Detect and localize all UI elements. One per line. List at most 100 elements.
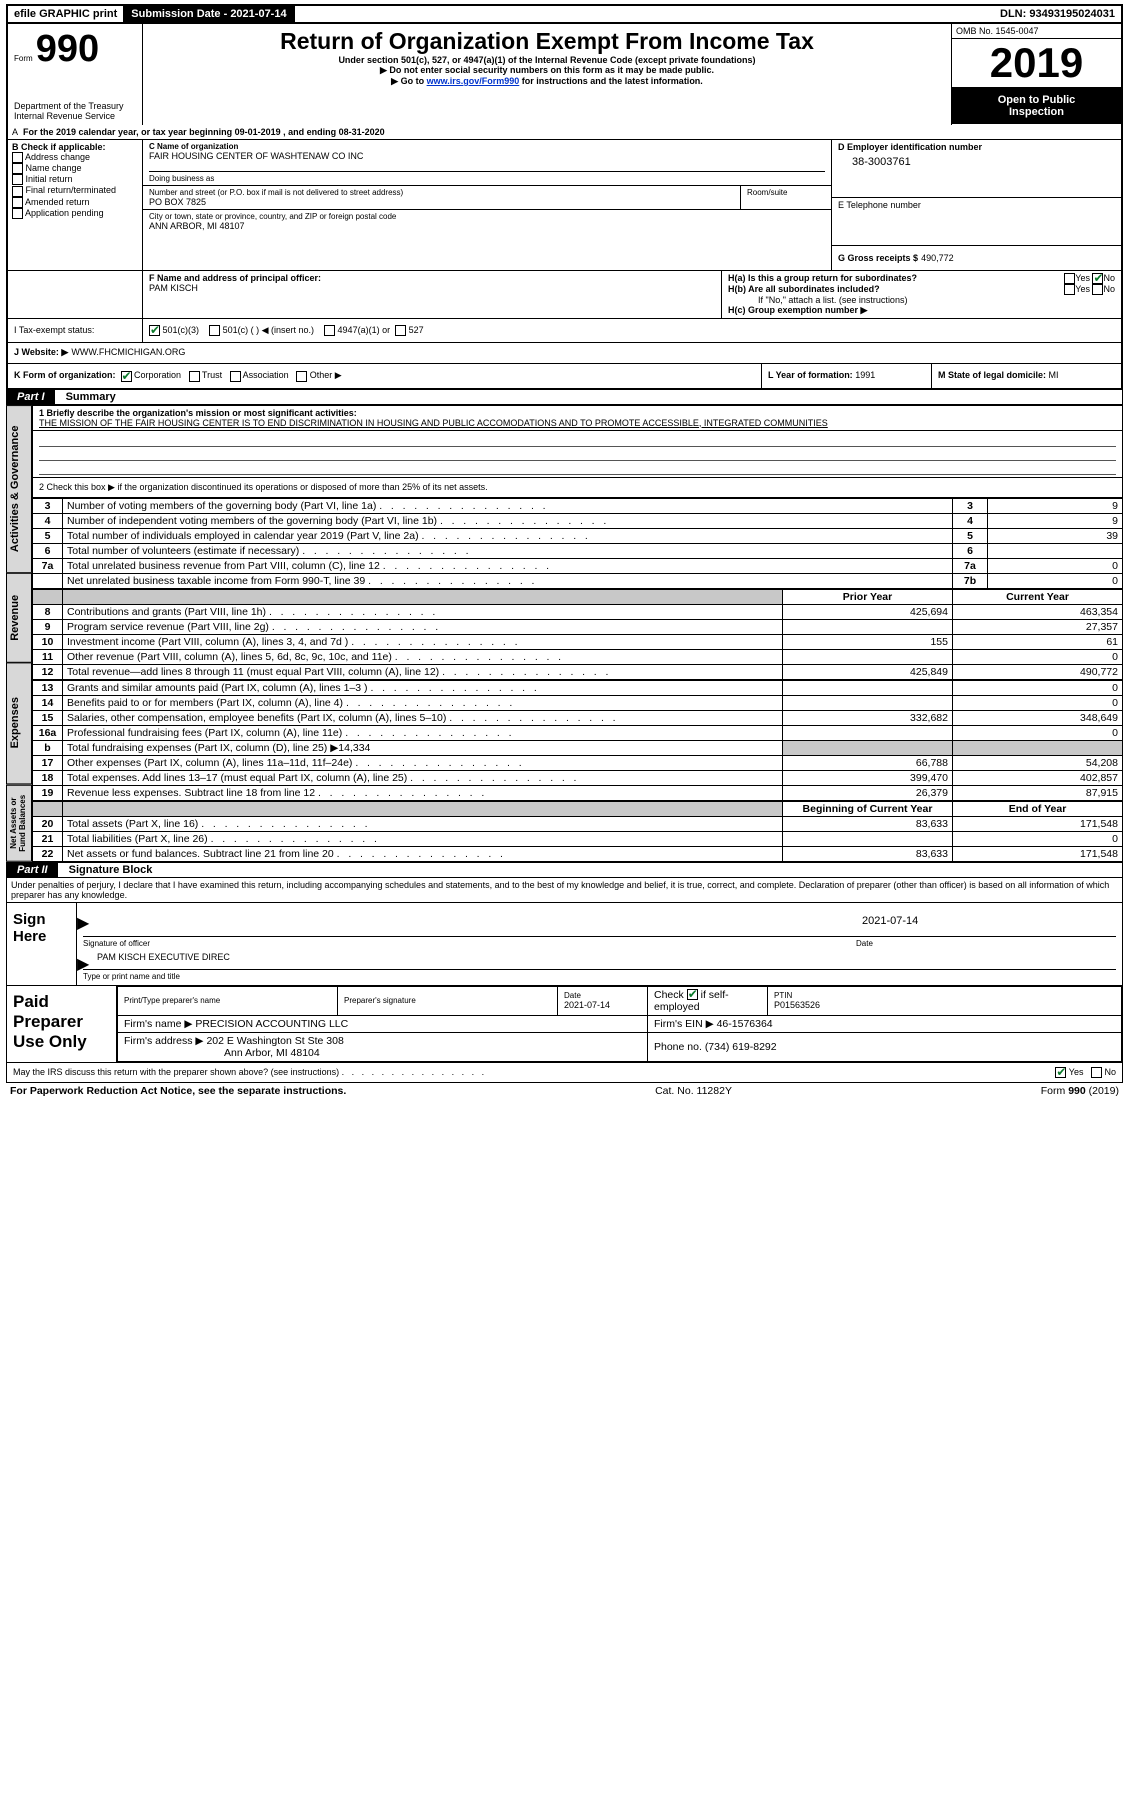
- box-h: H(a) Is this a group return for subordin…: [721, 271, 1121, 318]
- open-inspect-1: Open to Public: [998, 94, 1076, 106]
- website-label: J Website: ▶: [14, 347, 68, 359]
- footer-cat: Cat. No. 11282Y: [655, 1085, 732, 1097]
- firm-phone-label: Phone no.: [654, 1041, 702, 1053]
- sign-here-block: Sign Here ▶ Signature of officer 2021-07…: [6, 902, 1123, 986]
- dept-treasury: Department of the Treasury: [14, 101, 136, 111]
- col-prior: Prior Year: [783, 589, 953, 604]
- sig-date-value: 2021-07-14: [862, 915, 918, 927]
- check-amended-return[interactable]: Amended return: [12, 197, 138, 208]
- hb-yes[interactable]: [1064, 284, 1075, 295]
- ein-label: D Employer identification number: [838, 142, 1115, 152]
- officer-name: PAM KISCH: [149, 283, 715, 293]
- hb-no[interactable]: [1092, 284, 1103, 295]
- prep-row-3: Firm's address ▶ 202 E Washington St Ste…: [118, 1032, 1122, 1061]
- ha-no[interactable]: [1092, 273, 1103, 284]
- hb-label: H(b) Are all subordinates included?: [728, 284, 880, 294]
- subtitle-3: ▶ Go to www.irs.gov/Form990 for instruct…: [149, 76, 945, 87]
- firm-addr-label: Firm's address ▶: [124, 1035, 204, 1047]
- data-row: b Total fundraising expenses (Part IX, c…: [33, 740, 1123, 755]
- check-corp[interactable]: [121, 371, 132, 382]
- check-other[interactable]: [296, 371, 307, 382]
- gov-row: Net unrelated business taxable income fr…: [33, 573, 1123, 588]
- prep-date-value: 2021-07-14: [564, 1000, 641, 1010]
- omb-number: OMB No. 1545-0047: [952, 24, 1121, 39]
- title-block: Form 990 Department of the Treasury Inte…: [6, 24, 1123, 125]
- expense-table: 13 Grants and similar amounts paid (Part…: [32, 680, 1123, 801]
- data-row: 17 Other expenses (Part IX, column (A), …: [33, 755, 1123, 770]
- revenue-header: Prior Year Current Year 8 Contributions …: [32, 589, 1123, 680]
- paid-prep-label: Paid Preparer Use Only: [7, 986, 117, 1062]
- footer-form: Form 990 (2019): [1041, 1085, 1119, 1097]
- check-assoc[interactable]: [230, 371, 241, 382]
- prep-date-label: Date: [564, 991, 641, 1000]
- check-app-pending[interactable]: Application pending: [12, 208, 138, 219]
- data-row: 19 Revenue less expenses. Subtract line …: [33, 785, 1123, 800]
- tax-year: 2019: [952, 39, 1121, 88]
- footer: For Paperwork Reduction Act Notice, see …: [6, 1083, 1123, 1099]
- org-name: FAIR HOUSING CENTER OF WASHTENAW CO INC: [149, 151, 825, 161]
- part1-body: Activities & Governance Revenue Expenses…: [6, 405, 1123, 862]
- gov-row: 7a Total unrelated business revenue from…: [33, 558, 1123, 573]
- gross-receipts-value: 490,772: [921, 253, 954, 263]
- check-initial-return[interactable]: Initial return: [12, 174, 138, 185]
- data-row: 14 Benefits paid to or for members (Part…: [33, 695, 1123, 710]
- phone-label: E Telephone number: [838, 200, 1115, 210]
- check-final-return[interactable]: Final return/terminated: [12, 185, 138, 196]
- prep-sig-label: Preparer's signature: [344, 996, 551, 1005]
- netassets-header: Beginning of Current Year End of Year 20…: [32, 801, 1123, 862]
- data-row: 11 Other revenue (Part VIII, column (A),…: [33, 649, 1123, 664]
- col-end: End of Year: [953, 801, 1123, 816]
- sign-here-label: Sign Here: [7, 903, 77, 985]
- firm-name-label: Firm's name ▶: [124, 1018, 192, 1030]
- form990-link[interactable]: www.irs.gov/Form990: [427, 76, 520, 86]
- discuss-no[interactable]: [1091, 1067, 1102, 1078]
- data-row: 13 Grants and similar amounts paid (Part…: [33, 680, 1123, 695]
- street-value: PO BOX 7825: [149, 197, 734, 207]
- tab-revenue: Revenue: [6, 573, 32, 663]
- title-center: Return of Organization Exempt From Incom…: [143, 24, 951, 125]
- tax-exempt-label: I Tax-exempt status:: [8, 319, 143, 342]
- check-trust[interactable]: [189, 371, 200, 382]
- ptin-label: PTIN: [774, 991, 1115, 1000]
- name-label: C Name of organization: [149, 142, 825, 151]
- ha-yes[interactable]: [1064, 273, 1075, 284]
- data-row: 15 Salaries, other compensation, employe…: [33, 710, 1123, 725]
- title-right: OMB No. 1545-0047 2019 Open to Public In…: [951, 24, 1121, 125]
- prep-row-1: Print/Type preparer's name Preparer's si…: [118, 986, 1122, 1015]
- officer-name-title: PAM KISCH EXECUTIVE DIREC: [97, 952, 230, 962]
- check-name-change[interactable]: Name change: [12, 163, 138, 174]
- form-org-label: K Form of organization:: [14, 370, 116, 380]
- part2-header: Part II Signature Block: [6, 862, 1123, 878]
- check-4947[interactable]: [324, 325, 335, 336]
- check-501c3[interactable]: [149, 325, 160, 336]
- line-a: A For the 2019 calendar year, or tax yea…: [6, 125, 1123, 140]
- gov-row: 6 Total number of volunteers (estimate i…: [33, 543, 1123, 558]
- check-address-change[interactable]: Address change: [12, 152, 138, 163]
- form-number-cell: Form 990 Department of the Treasury Inte…: [8, 24, 143, 125]
- main-title: Return of Organization Exempt From Incom…: [149, 28, 945, 55]
- part1-header: Part I Summary: [6, 390, 1123, 405]
- dba-label: Doing business as: [149, 174, 825, 183]
- sub3-post: for instructions and the latest informat…: [519, 76, 703, 86]
- ha-label: H(a) Is this a group return for subordin…: [728, 273, 917, 283]
- box-b-label: B Check if applicable:: [12, 142, 138, 152]
- header-bar: efile GRAPHIC print Submission Date - 20…: [6, 4, 1123, 24]
- check-527[interactable]: [395, 325, 406, 336]
- submission-date: Submission Date - 2021-07-14: [125, 6, 294, 22]
- subtitle-1: Under section 501(c), 527, or 4947(a)(1)…: [149, 55, 945, 65]
- prep-row-2: Firm's name ▶ PRECISION ACCOUNTING LLC F…: [118, 1015, 1122, 1032]
- gov-row: 5 Total number of individuals employed i…: [33, 528, 1123, 543]
- col-begin: Beginning of Current Year: [783, 801, 953, 816]
- check-501c[interactable]: [209, 325, 220, 336]
- discuss-yes[interactable]: [1055, 1067, 1066, 1078]
- gov-row: 4 Number of independent voting members o…: [33, 513, 1123, 528]
- mission-blank-lines: [32, 431, 1123, 478]
- hb-note: If "No," attach a list. (see instruction…: [728, 295, 1115, 305]
- check-self-employed[interactable]: Check if self-employed: [654, 989, 729, 1013]
- box-j: J Website: ▶ WWW.FHCMICHIGAN.ORG: [6, 343, 1123, 364]
- firm-addr1: 202 E Washington St Ste 308: [206, 1035, 343, 1047]
- box-i-row: I Tax-exempt status: 501(c)(3) 501(c) ( …: [6, 319, 1123, 343]
- street-label: Number and street (or P.O. box if mail i…: [149, 188, 734, 197]
- footer-pra: For Paperwork Reduction Act Notice, see …: [10, 1085, 346, 1097]
- sig-officer-label: Signature of officer: [83, 939, 856, 948]
